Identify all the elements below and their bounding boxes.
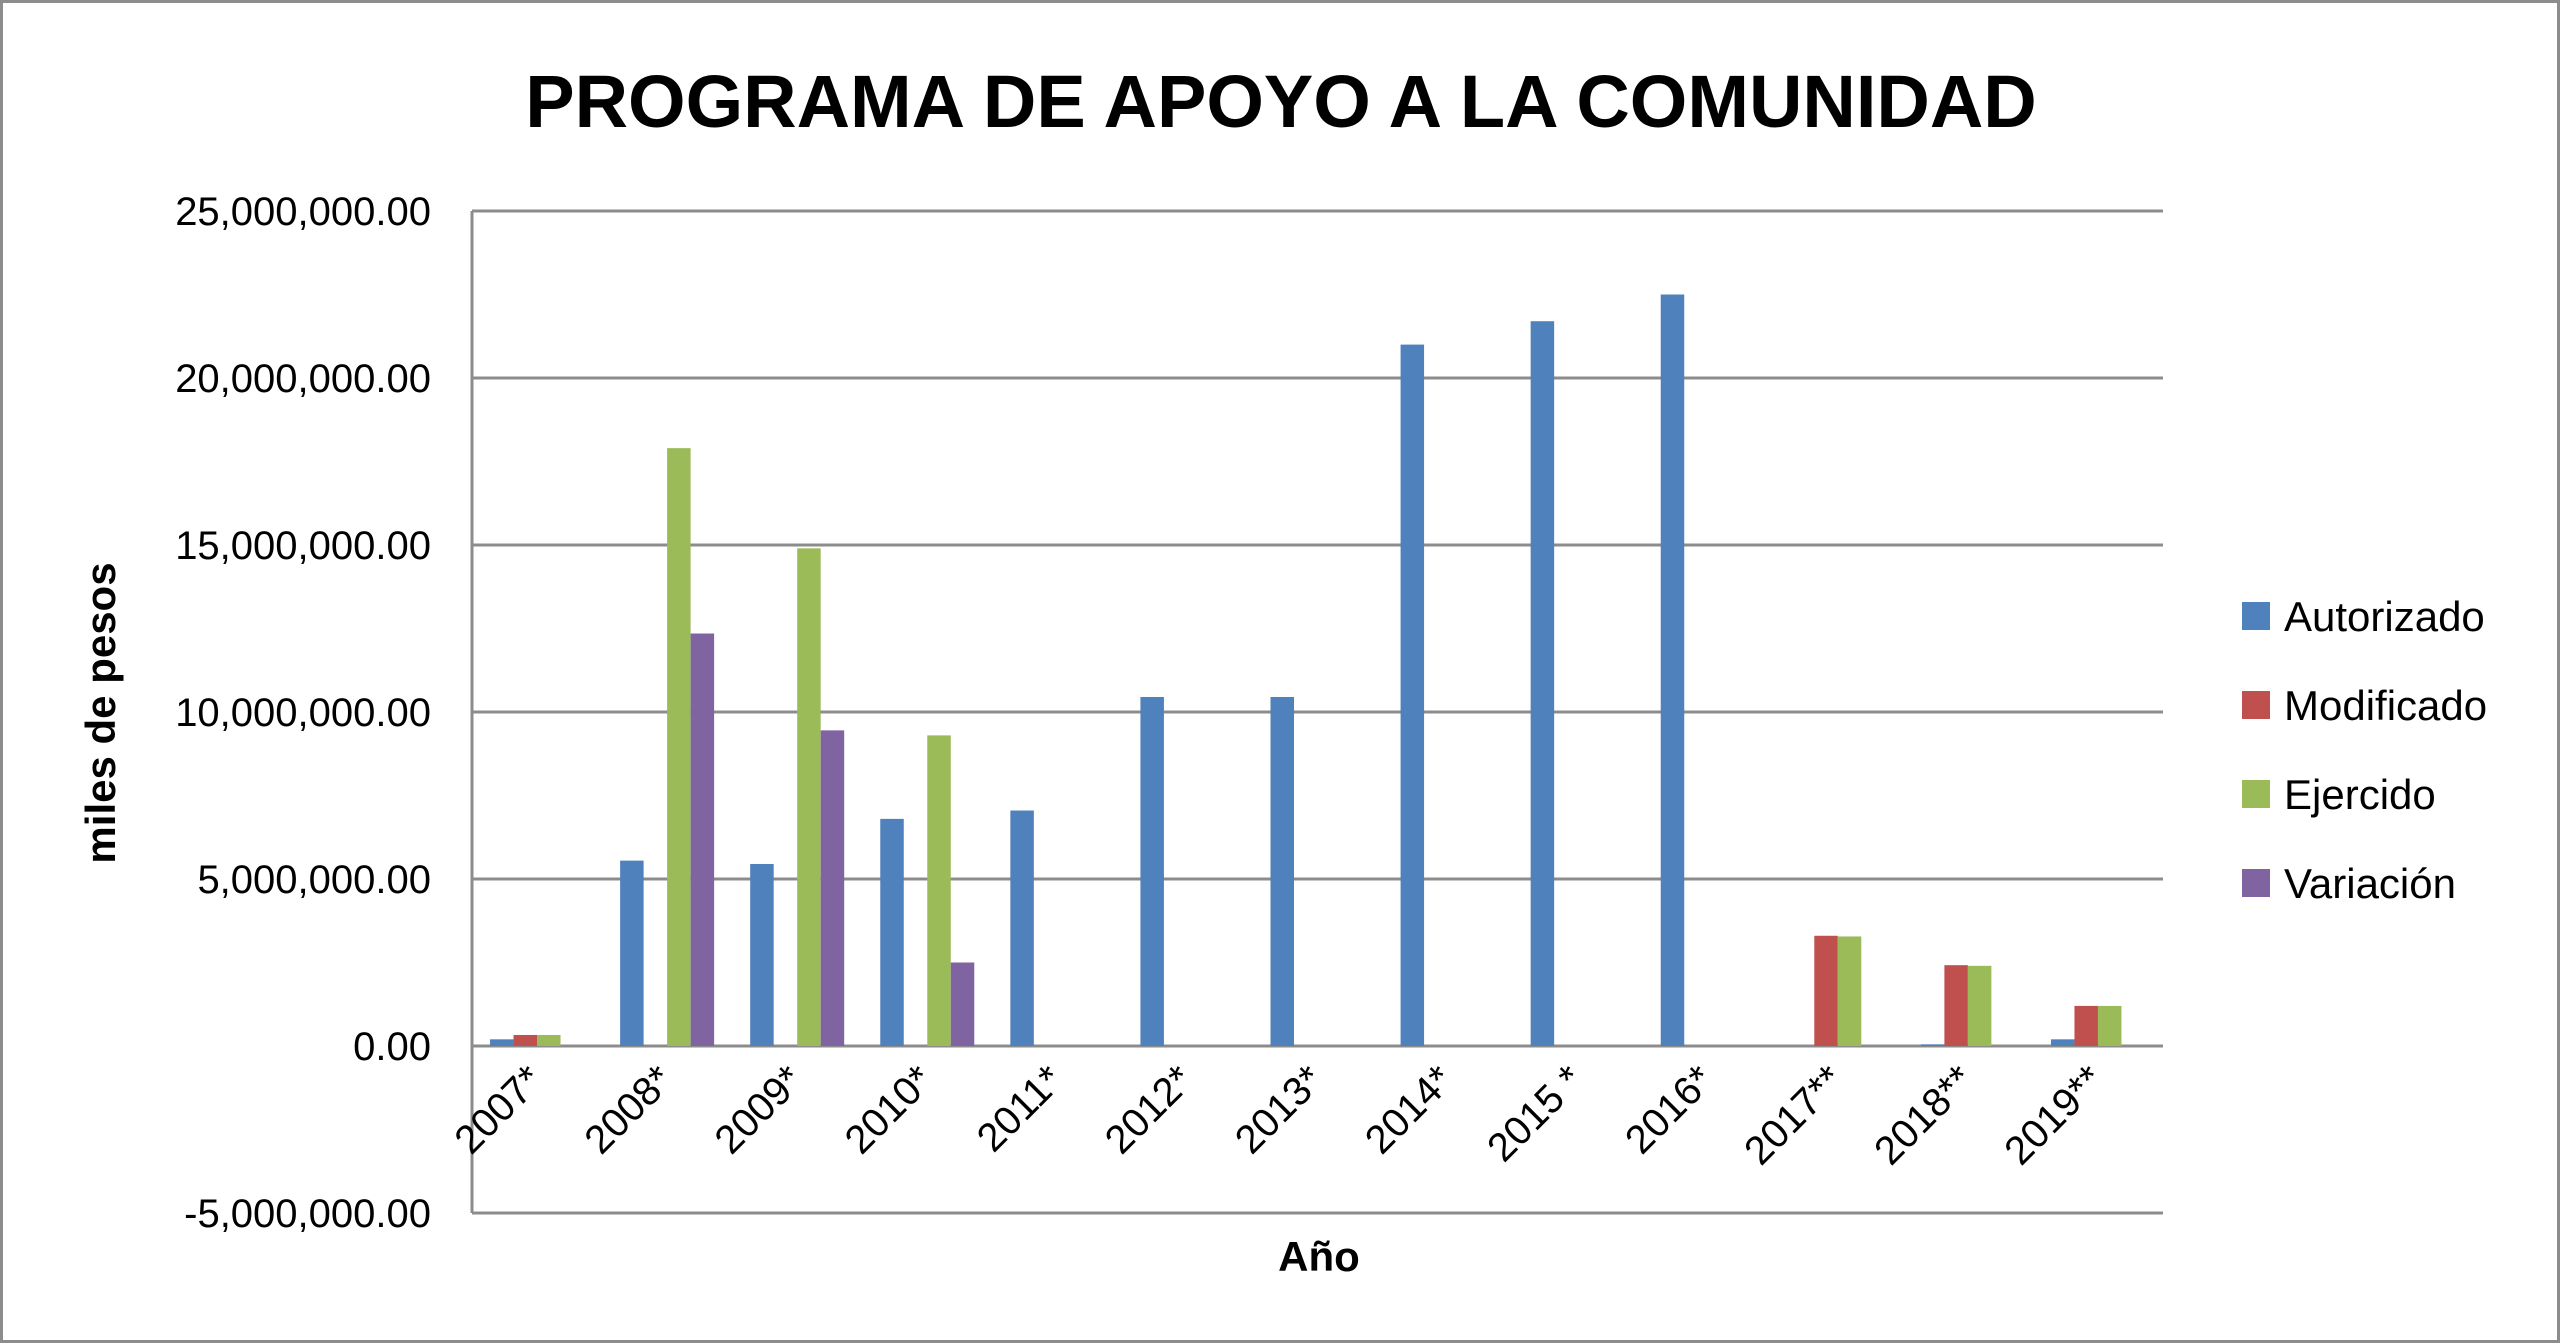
bar-autorizado-11 [1920, 1044, 1945, 1046]
bar-modificado-11 [1944, 965, 1968, 1046]
bar-autorizado-1 [620, 860, 644, 1046]
chart-title: PROGRAMA DE APOYO A LA COMUNIDAD [525, 60, 2037, 143]
bar-ejercido-2 [797, 548, 821, 1046]
bar-ejercido-1 [667, 448, 691, 1046]
bar-ejercido-10 [1837, 936, 1862, 1046]
bar-autorizado-5 [1140, 696, 1164, 1046]
y-axis-title: miles de pesos [77, 562, 124, 863]
y-tick-label: 0.00 [353, 1025, 431, 1069]
y-tick-label: 15,000,000.00 [175, 524, 431, 568]
y-tick-label: -5,000,000.00 [184, 1192, 431, 1236]
x-tick-label: 2010* [837, 1057, 942, 1162]
legend-label: Autorizado [2284, 593, 2485, 640]
bar-autorizado-0 [490, 1039, 514, 1046]
legend-swatch [2242, 691, 2270, 719]
bar-modificado-10 [1814, 935, 1838, 1046]
legend-label: Modificado [2284, 682, 2487, 729]
x-tick-label: 2019** [1996, 1057, 2112, 1173]
legend-label: Variación [2284, 860, 2456, 907]
bar-ejercido-11 [1967, 965, 1992, 1046]
chart-svg: PROGRAMA DE APOYO A LA COMUNIDAD 25,000,… [77, 60, 2487, 1280]
bar-ejercido-12 [2097, 1005, 2122, 1046]
x-tick-label: 2016* [1617, 1057, 1722, 1162]
legend-swatch [2242, 780, 2270, 808]
x-axis-tick-labels: 2007* 2008* 2009* 2010* 2011* 2012* 2013* 2014*… [446, 1057, 2112, 1173]
bar-autorizado-4 [1010, 810, 1034, 1046]
bar-variacion-1 [690, 633, 715, 1046]
x-tick-label: 2017** [1736, 1057, 1852, 1173]
bar-ejercido-0 [537, 1034, 561, 1046]
x-tick-label: 2012* [1097, 1057, 1202, 1162]
bar-modificado-12 [2074, 1005, 2098, 1046]
bar-autorizado-6 [1270, 696, 1294, 1046]
bars [490, 294, 2122, 1047]
y-tick-label: 5,000,000.00 [197, 858, 431, 902]
x-axis-title: Año [1278, 1233, 1360, 1280]
bar-autorizado-7 [1400, 344, 1425, 1047]
x-tick-label: 2009* [707, 1057, 812, 1162]
x-tick-label: 2008* [576, 1057, 681, 1162]
bar-modificado-0 [513, 1034, 538, 1046]
legend-swatch [2242, 602, 2270, 630]
x-tick-label: 2013* [1227, 1057, 1332, 1162]
y-tick-label: 10,000,000.00 [175, 691, 431, 735]
bar-autorizado-3 [880, 818, 904, 1046]
x-tick-label: 2018** [1866, 1057, 1982, 1173]
bar-autorizado-9 [1660, 294, 1685, 1046]
x-tick-label: 2015 * [1479, 1057, 1592, 1170]
bar-autorizado-8 [1530, 321, 1555, 1047]
bar-ejercido-3 [927, 735, 951, 1046]
y-tick-label: 20,000,000.00 [175, 357, 431, 401]
x-tick-label: 2011* [969, 1057, 1072, 1160]
bar-autorizado-12 [2050, 1039, 2075, 1046]
gridlines [470, 209, 2163, 1215]
bar-autorizado-2 [750, 863, 774, 1046]
legend: Autorizado Modificado Ejercido Variación [2242, 593, 2487, 907]
y-tick-label: 25,000,000.00 [175, 190, 431, 234]
legend-label: Ejercido [2284, 771, 2436, 818]
legend-swatch [2242, 869, 2270, 897]
x-tick-label: 2014* [1357, 1057, 1462, 1162]
bar-variacion-2 [820, 730, 845, 1046]
y-axis-tick-labels: 25,000,000.00 20,000,000.00 15,000,000.00 1… [175, 190, 431, 1236]
bar-variacion-3 [950, 962, 975, 1046]
x-tick-label: 2007* [446, 1057, 551, 1162]
